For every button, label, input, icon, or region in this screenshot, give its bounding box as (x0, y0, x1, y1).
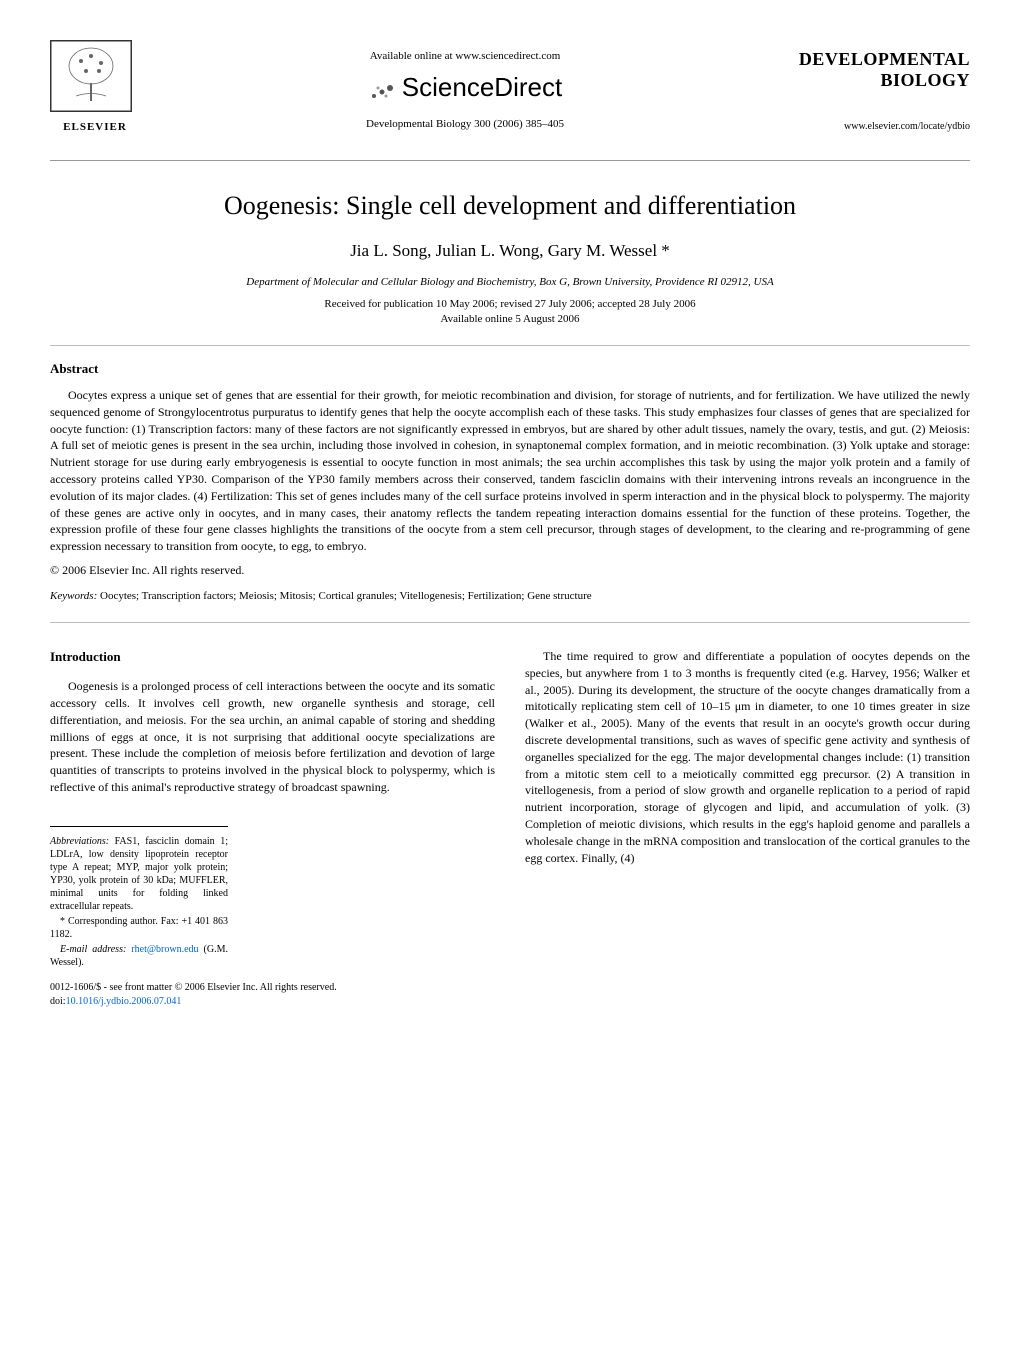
abstract-paragraph: Oocytes express a unique set of genes th… (50, 387, 970, 555)
doi-line: doi:10.1016/j.ydbio.2006.07.041 (50, 995, 495, 1009)
abbreviations-footnote: Abbreviations: FAS1, fasciclin domain 1;… (50, 835, 228, 913)
keywords-text: Oocytes; Transcription factors; Meiosis;… (97, 590, 591, 602)
journal-url: www.elsevier.com/locate/ydbio (790, 121, 970, 132)
corresponding-author: * Corresponding author. Fax: +1 401 863 … (50, 915, 228, 941)
intro-right-paragraph: The time required to grow and differenti… (525, 648, 970, 866)
sciencedirect-text: ScienceDirect (402, 72, 562, 102)
abstract-heading: Abstract (50, 361, 970, 377)
available-online-date: Available online 5 August 2006 (50, 313, 970, 325)
copyright-line: © 2006 Elsevier Inc. All rights reserved… (50, 563, 970, 578)
header-rule (50, 160, 970, 161)
journal-name-line1: DEVELOPMENTAL (790, 49, 970, 70)
available-online-text: Available online at www.sciencedirect.co… (140, 50, 790, 62)
journal-citation: Developmental Biology 300 (2006) 385–405 (140, 118, 790, 130)
introduction-heading: Introduction (50, 648, 495, 666)
elsevier-tree-icon (50, 40, 132, 112)
abbrev-text: FAS1, fasciclin domain 1; LDLrA, low den… (50, 836, 228, 912)
right-column: The time required to grow and differenti… (525, 648, 970, 1009)
header-center: Available online at www.sciencedirect.co… (140, 50, 790, 130)
authors: Jia L. Song, Julian L. Wong, Gary M. Wes… (50, 241, 970, 261)
elsevier-logo: ELSEVIER (50, 40, 140, 140)
sciencedirect-logo: ScienceDirect (140, 72, 790, 103)
body-columns: Introduction Oogenesis is a prolonged pr… (50, 648, 970, 1009)
article-title: Oogenesis: Single cell development and d… (50, 191, 970, 221)
affiliation: Department of Molecular and Cellular Bio… (50, 276, 970, 288)
keywords-label: Keywords: (50, 590, 97, 602)
header-right: DEVELOPMENTAL BIOLOGY www.elsevier.com/l… (790, 49, 970, 132)
email-link[interactable]: rhet@brown.edu (126, 944, 198, 955)
section-rule-2 (50, 622, 970, 623)
journal-name-line2: BIOLOGY (790, 70, 970, 91)
doi-link[interactable]: 10.1016/j.ydbio.2006.07.041 (66, 996, 182, 1007)
doi-block: 0012-1606/$ - see front matter © 2006 El… (50, 981, 495, 1009)
received-dates: Received for publication 10 May 2006; re… (50, 298, 970, 310)
abbrev-label: Abbreviations: (50, 836, 109, 847)
abstract-body: Oocytes express a unique set of genes th… (50, 387, 970, 555)
copyright-front-matter: 0012-1606/$ - see front matter © 2006 El… (50, 981, 495, 995)
email-label: E-mail address: (60, 944, 126, 955)
intro-left-paragraph: Oogenesis is a prolonged process of cell… (50, 678, 495, 796)
sciencedirect-icon (368, 82, 398, 102)
keywords: Keywords: Oocytes; Transcription factors… (50, 590, 970, 602)
elsevier-text: ELSEVIER (50, 121, 140, 133)
page-header: ELSEVIER Available online at www.science… (50, 40, 970, 140)
left-column: Introduction Oogenesis is a prolonged pr… (50, 648, 495, 1009)
doi-prefix: doi: (50, 996, 66, 1007)
section-rule-1 (50, 345, 970, 346)
email-footnote: E-mail address: rhet@brown.edu (G.M. Wes… (50, 943, 228, 969)
footnotes: Abbreviations: FAS1, fasciclin domain 1;… (50, 826, 228, 969)
